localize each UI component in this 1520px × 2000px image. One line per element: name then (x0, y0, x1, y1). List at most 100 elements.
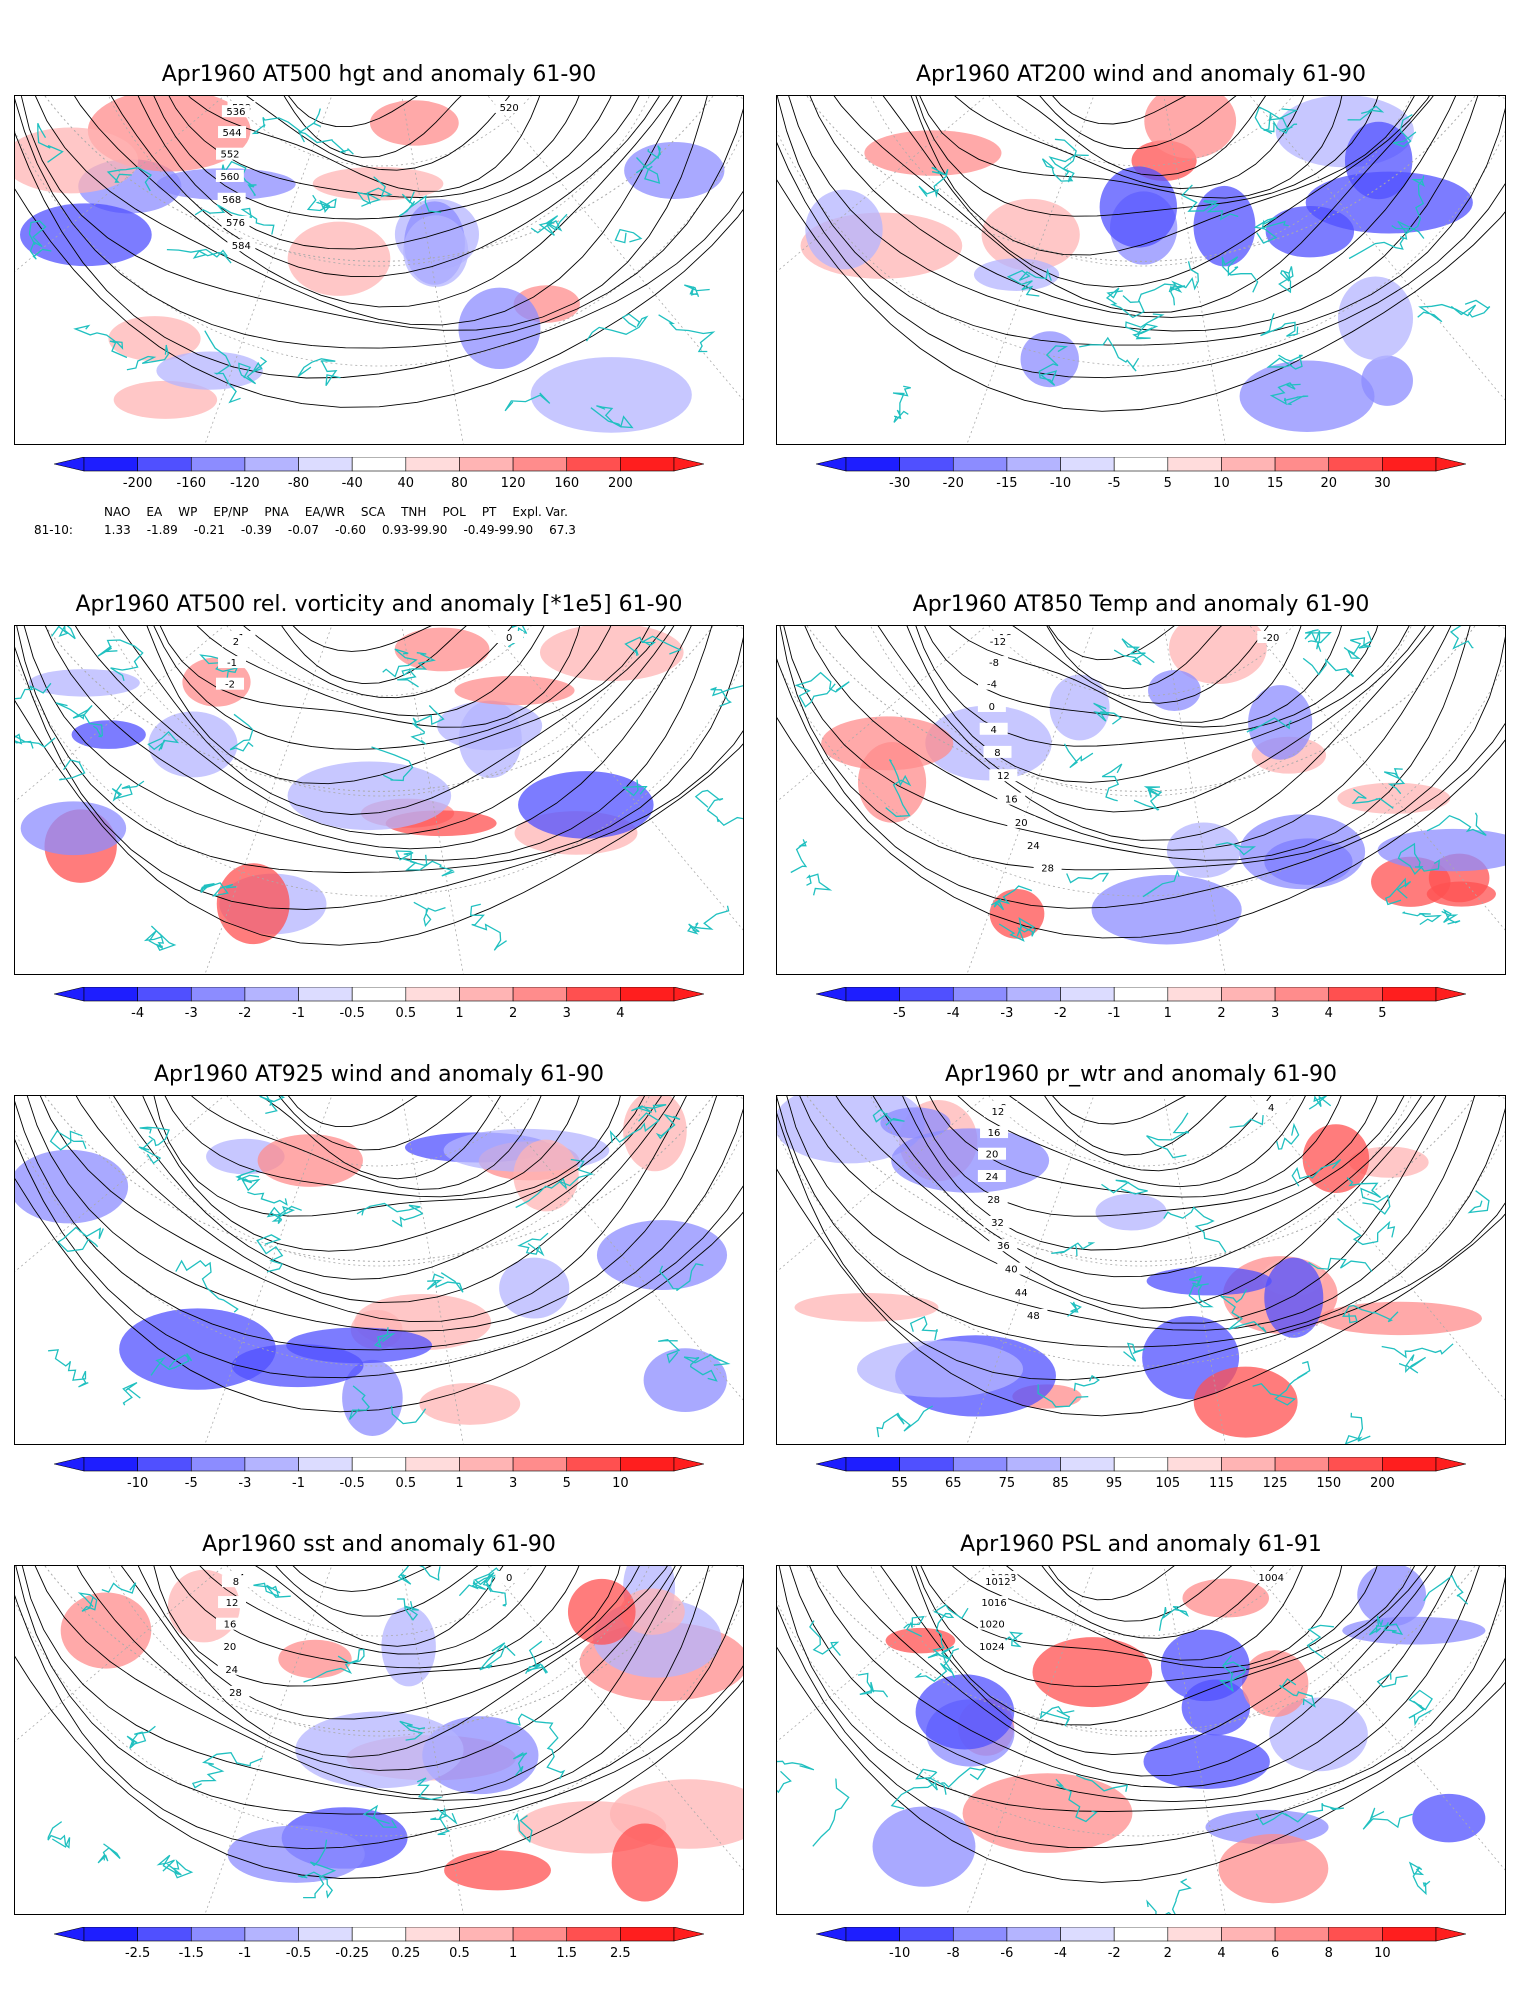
coastline (1441, 908, 1461, 925)
meridian (1163, 96, 1226, 444)
contour-label-bg (218, 656, 247, 669)
anomaly-patch (1095, 1193, 1167, 1231)
coastline (49, 1129, 87, 1151)
coastline (1449, 626, 1474, 650)
latitude-circle (108, 626, 650, 797)
coastline (253, 1582, 291, 1598)
meridian (966, 1566, 1095, 1914)
map-prwtr: 4812162024283236404448 (776, 1095, 1506, 1445)
colorbar-arrow-left (816, 1927, 847, 1942)
anomaly-patch (1193, 1366, 1298, 1438)
coastline (143, 925, 177, 951)
colorbar-segment (405, 987, 460, 1002)
contour-line (880, 1566, 1428, 1756)
contour-line (164, 1096, 580, 1198)
contour-lines (777, 626, 1505, 939)
colorbar-tick-label: 1.5 (556, 1946, 577, 1961)
coastline (1269, 382, 1309, 406)
anomaly-patch (596, 1220, 728, 1291)
colorbar-arrow-left (54, 1927, 85, 1942)
coastline (1051, 1242, 1096, 1257)
latitude-circle (108, 96, 650, 267)
tele-name: EA (146, 505, 163, 519)
colorbar-segment (566, 457, 621, 472)
coastline (513, 1752, 528, 1777)
coastline (1142, 869, 1180, 898)
map-psl: 100410081012101610201024 (776, 1565, 1506, 1915)
coastline (356, 176, 393, 207)
meridian (1163, 1566, 1226, 1914)
contour-label: 544 (222, 128, 241, 139)
contour-label: 44 (1015, 1288, 1028, 1299)
colorbar-segment (298, 457, 353, 472)
colorbar-tick-label: 95 (1106, 1476, 1123, 1491)
anomaly-patch (381, 1606, 436, 1687)
meridian (777, 1566, 987, 1742)
contour-label: 560 (220, 172, 239, 183)
coastline (430, 1817, 451, 1836)
colorbar-tick-label: -10 (1050, 476, 1071, 491)
tele-value: 0.93-99.90 (382, 523, 448, 537)
coastline (777, 1760, 815, 1794)
colorbar-segment (512, 1457, 568, 1472)
coastline (1279, 1678, 1316, 1708)
anomaly-patch (1166, 822, 1241, 878)
colorbar-vort500: -4 -3 -2 -1 -0.5 0.5 1 2 3 4 (54, 987, 704, 1021)
contour-line (74, 626, 675, 836)
colorbar-arrow-left (54, 457, 85, 472)
colorbar-segment (899, 987, 954, 1002)
graticule (15, 96, 743, 444)
coastline (1146, 1878, 1192, 1914)
colorbar-segment (1167, 987, 1222, 1002)
coastline (1037, 1384, 1089, 1408)
panel-title: Apr1960 AT850 Temp and anomaly 61-90 (912, 592, 1370, 617)
colorbar-segment (351, 987, 407, 1002)
anomaly-patch (1305, 171, 1473, 234)
coastline (192, 250, 232, 264)
coastline (373, 1327, 396, 1349)
contour-lines (15, 1566, 743, 1879)
colorbar-segment (459, 1457, 514, 1472)
coastline (631, 1104, 667, 1113)
anomaly-patch (1205, 1809, 1329, 1845)
contour-label: -4 (987, 680, 997, 691)
colorbar-tick-label: 80 (451, 476, 468, 491)
contour-line (836, 1566, 1436, 1777)
coastline (397, 652, 436, 688)
coastline (297, 1871, 334, 1899)
coastline (397, 1566, 441, 1585)
anomaly-patch (1143, 1734, 1270, 1789)
colorbar-segment (83, 1927, 138, 1942)
colorbar-segment (459, 1927, 514, 1942)
coastline (658, 1339, 681, 1364)
anomaly-patch (419, 1382, 521, 1425)
coastline (655, 1113, 681, 1140)
latitude-circle (870, 1566, 1412, 1737)
coastline (416, 1777, 442, 1801)
contour-line (292, 626, 432, 652)
colorbar-segment (190, 1927, 246, 1942)
contour-line (809, 96, 1457, 318)
colorbar-segment (1006, 987, 1061, 1002)
contour-line (910, 1566, 1416, 1726)
coastline (57, 1226, 104, 1252)
colorbar-tick-label: -2.5 (125, 1946, 150, 1961)
anomaly-patch (287, 221, 391, 296)
colorbar-tick-label: 30 (1374, 476, 1391, 491)
coastline (1408, 1689, 1433, 1726)
meridian (777, 96, 987, 272)
coastline (941, 1767, 987, 1789)
panel-title: Apr1960 AT500 rel. vorticity and anomaly… (75, 592, 683, 617)
contour-label: -2 (225, 680, 235, 691)
anomaly-patch (513, 1139, 579, 1212)
colorbar-segment (1221, 987, 1276, 1002)
anomaly-patch (925, 705, 1052, 781)
colorbar-segment (620, 1927, 675, 1942)
anomaly-patch (794, 1293, 939, 1322)
contour-label: 568 (222, 195, 241, 206)
colorbar-segment (1382, 457, 1437, 472)
colorbar-tick-label: 6 (1271, 1946, 1279, 1961)
colorbar-temp850: -5 -4 -3 -2 -1 1 2 3 4 5 (816, 987, 1466, 1021)
contour-line (777, 1168, 1505, 1417)
contour-label: 24 (1027, 841, 1040, 852)
